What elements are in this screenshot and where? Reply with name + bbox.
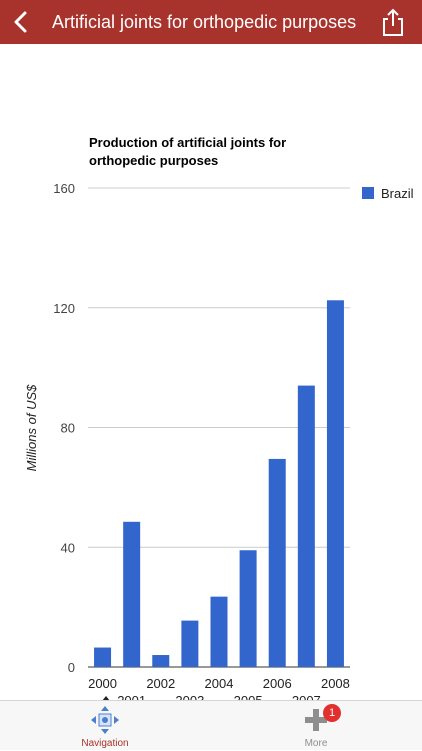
tab-more[interactable]: 1 More bbox=[256, 701, 376, 751]
navigation-icon bbox=[91, 706, 119, 734]
x-tick-label: 2002 bbox=[146, 676, 175, 691]
share-icon bbox=[383, 8, 403, 36]
chevron-left-icon bbox=[14, 11, 27, 33]
bar bbox=[123, 521, 141, 667]
tab-navigation[interactable]: Navigation bbox=[45, 701, 165, 751]
bar bbox=[326, 300, 344, 667]
legend-label: Brazil bbox=[381, 186, 414, 201]
share-button[interactable] bbox=[378, 4, 408, 40]
x-axis-marker bbox=[102, 696, 110, 700]
x-tick-label: 2005 bbox=[234, 693, 263, 700]
chart-container: Production of artificial joints for ortho… bbox=[0, 44, 422, 700]
x-tick-label: 2008 bbox=[321, 676, 350, 691]
chart-title: Production of artificial joints for bbox=[89, 135, 286, 150]
bar bbox=[94, 647, 112, 667]
plus-icon bbox=[305, 709, 327, 731]
y-axis-label: Millions of US$ bbox=[24, 384, 39, 471]
legend-swatch bbox=[362, 187, 374, 199]
tab-navigation-label: Navigation bbox=[81, 738, 129, 749]
x-tick-label: 2001 bbox=[117, 693, 146, 700]
bar-chart: Production of artificial joints for ortho… bbox=[24, 135, 414, 700]
bar bbox=[210, 596, 228, 667]
bar bbox=[239, 550, 257, 667]
tab-more-label: More bbox=[304, 738, 328, 749]
bar bbox=[268, 458, 286, 667]
bar bbox=[152, 655, 170, 667]
bar bbox=[181, 620, 199, 667]
tab-bar: Navigation 1 More bbox=[0, 700, 422, 750]
x-tick-label: 2004 bbox=[205, 676, 234, 691]
x-tick-label: 2000 bbox=[88, 676, 117, 691]
bar bbox=[297, 385, 315, 667]
page-title: Artificial joints for orthopedic purpose… bbox=[52, 12, 357, 32]
notification-badge: 1 bbox=[323, 704, 341, 722]
y-tick-label: 120 bbox=[53, 301, 75, 316]
x-tick-label: 2003 bbox=[175, 693, 204, 700]
back-button[interactable] bbox=[6, 4, 36, 40]
y-tick-label: 40 bbox=[61, 540, 75, 555]
y-tick-label: 80 bbox=[61, 421, 75, 436]
y-tick-label: 0 bbox=[68, 660, 75, 675]
x-tick-label: 2006 bbox=[263, 676, 292, 691]
app-header: Artificial joints for orthopedic purpose… bbox=[0, 0, 422, 44]
chart-title: orthopedic purposes bbox=[89, 153, 218, 168]
y-tick-label: 160 bbox=[53, 181, 75, 196]
x-tick-label: 2007 bbox=[292, 693, 321, 700]
